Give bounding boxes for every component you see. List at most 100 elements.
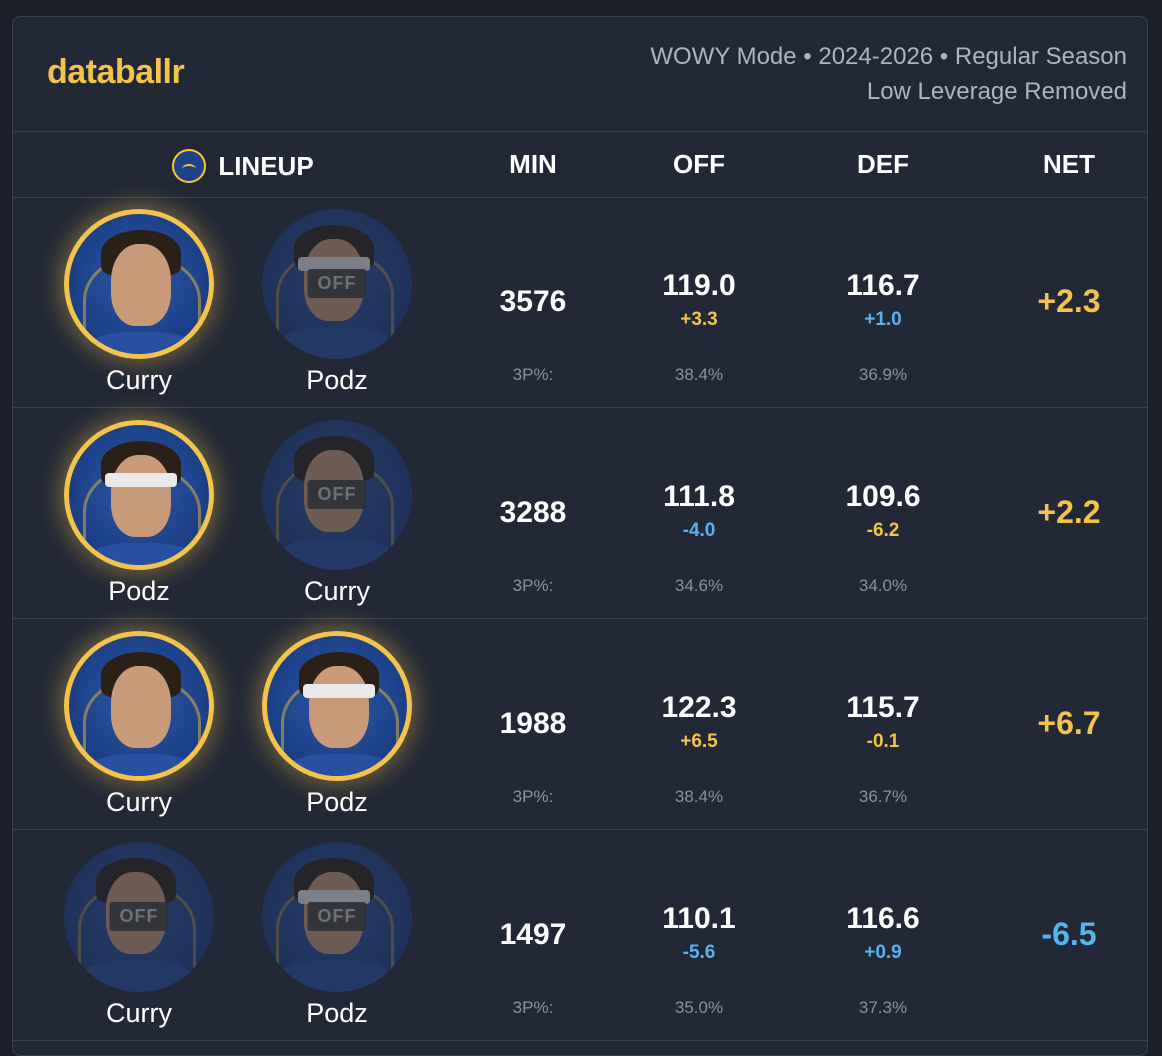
def-rating-delta: -0.1 bbox=[866, 731, 900, 752]
team-logo-background bbox=[276, 249, 394, 342]
def-rating-delta: -6.2 bbox=[866, 520, 900, 541]
face bbox=[304, 239, 364, 321]
off-rating-delta: -5.6 bbox=[682, 942, 716, 963]
three-pt-def-value: 34.0% bbox=[858, 576, 908, 595]
three-pt-label: 3P%: bbox=[512, 787, 554, 806]
lineup-header-label: LINEUP bbox=[218, 150, 314, 181]
player-name: Podz bbox=[108, 576, 170, 606]
face bbox=[304, 450, 364, 532]
player-name: Podz bbox=[306, 998, 368, 1028]
three-pt-label: 3P%: bbox=[512, 576, 554, 595]
team-logo-background bbox=[276, 882, 394, 975]
player-avatar[interactable] bbox=[64, 209, 214, 359]
jersey bbox=[87, 332, 197, 354]
off-rating-value: 110.1 bbox=[662, 902, 736, 935]
def-rating-value: 116.7 bbox=[846, 269, 920, 302]
jersey bbox=[280, 538, 390, 570]
databallr-logo[interactable]: databallr bbox=[47, 53, 185, 91]
three-pt-off-value: 38.4% bbox=[674, 787, 724, 806]
lineup-player-2[interactable]: OFF Podz bbox=[257, 209, 417, 397]
warriors-logo-icon bbox=[172, 149, 207, 183]
def-rating-value: 115.7 bbox=[846, 691, 920, 724]
lineup-row[interactable]: Curry Podz 1988 122.3 +6.5 115.7 -0.1 +6… bbox=[13, 619, 1147, 830]
face bbox=[304, 872, 364, 954]
lineup-player-2[interactable]: OFF Podz bbox=[257, 842, 417, 1030]
lineup-player-2[interactable]: Podz bbox=[257, 631, 417, 819]
three-pt-def-value: 36.7% bbox=[858, 787, 908, 806]
team-logo-background bbox=[78, 882, 196, 975]
jersey bbox=[280, 960, 390, 992]
lineup-row[interactable]: Podz OFF Curry 3288 111.8 -4.0 109.6 -6.… bbox=[13, 408, 1147, 619]
player-avatar[interactable]: OFF bbox=[262, 209, 412, 359]
def-rating-value: 109.6 bbox=[845, 480, 921, 513]
off-rating-delta: -4.0 bbox=[682, 520, 716, 541]
minutes-value: 3576 bbox=[499, 285, 567, 318]
face bbox=[111, 455, 171, 537]
jersey bbox=[87, 754, 197, 776]
headband bbox=[105, 473, 177, 487]
lineup-row[interactable]: Curry OFF Podz 3576 119.0 +3.3 116.7 +1.… bbox=[13, 197, 1147, 408]
player-name: Curry bbox=[304, 576, 370, 606]
lineup-row[interactable]: OFF Curry OFF Podz 1497 110.1 -5.6 116.6… bbox=[13, 830, 1147, 1041]
lineup-player-1[interactable]: Podz bbox=[59, 420, 219, 608]
jersey bbox=[82, 960, 192, 992]
off-rating-value: 122.3 bbox=[661, 691, 737, 724]
face bbox=[309, 666, 369, 748]
def-header: DEF bbox=[857, 149, 909, 179]
player-avatar[interactable]: OFF bbox=[64, 842, 214, 992]
filter-summary-line1: WOWY Mode • 2024-2026 • Regular Season bbox=[650, 43, 1127, 70]
net-rating-value: -6.5 bbox=[1041, 916, 1097, 952]
min-header: MIN bbox=[509, 149, 557, 179]
card-header: databallr WOWY Mode • 2024-2026 • Regula… bbox=[13, 17, 1147, 132]
three-pt-label: 3P%: bbox=[512, 998, 554, 1017]
player-avatar[interactable]: OFF bbox=[262, 842, 412, 992]
def-rating-delta: +1.0 bbox=[864, 309, 902, 330]
hair bbox=[294, 436, 374, 482]
lineup-player-1[interactable]: OFF Curry bbox=[59, 842, 219, 1030]
filter-summary: WOWY Mode • 2024-2026 • Regular Season L… bbox=[650, 39, 1127, 109]
lineup-player-2[interactable]: OFF Curry bbox=[257, 420, 417, 608]
face bbox=[111, 244, 171, 326]
jersey bbox=[280, 327, 390, 359]
def-rating-delta: +0.9 bbox=[864, 942, 902, 963]
hair bbox=[294, 858, 374, 904]
minutes-value: 1988 bbox=[499, 707, 567, 740]
player-name: Curry bbox=[106, 787, 172, 817]
player-avatar[interactable] bbox=[262, 631, 412, 781]
jersey bbox=[87, 543, 197, 565]
filter-summary-line2: Low Leverage Removed bbox=[866, 78, 1127, 105]
net-header: NET bbox=[1043, 149, 1095, 179]
three-pt-off-value: 34.6% bbox=[674, 576, 724, 595]
off-header: OFF bbox=[673, 149, 725, 179]
headband bbox=[298, 257, 370, 271]
three-pt-off-value: 38.4% bbox=[674, 365, 724, 384]
lineup-player-1[interactable]: Curry bbox=[59, 209, 219, 397]
lineup-player-1[interactable]: Curry bbox=[59, 631, 219, 819]
player-name: Podz bbox=[306, 787, 368, 817]
minutes-value: 3288 bbox=[499, 496, 567, 529]
headband bbox=[298, 890, 370, 904]
face bbox=[106, 872, 166, 954]
off-badge: OFF bbox=[307, 902, 367, 931]
off-rating-value: 119.0 bbox=[662, 269, 736, 302]
off-rating-value: 111.8 bbox=[663, 480, 735, 513]
lineup-header: LINEUP bbox=[163, 149, 323, 183]
minutes-value: 1497 bbox=[499, 918, 567, 951]
off-badge: OFF bbox=[307, 269, 367, 298]
player-name: Curry bbox=[106, 365, 172, 395]
hair bbox=[96, 858, 176, 904]
three-pt-off-value: 35.0% bbox=[674, 998, 724, 1017]
net-rating-value: +2.2 bbox=[1037, 494, 1101, 530]
three-pt-def-value: 36.9% bbox=[858, 365, 908, 384]
player-avatar[interactable] bbox=[64, 631, 214, 781]
hair bbox=[294, 225, 374, 271]
column-headers: LINEUP MIN OFF DEF NET bbox=[13, 131, 1147, 198]
player-avatar[interactable] bbox=[64, 420, 214, 570]
face bbox=[111, 666, 171, 748]
three-pt-label: 3P%: bbox=[512, 365, 554, 384]
off-rating-delta: +6.5 bbox=[680, 731, 718, 752]
player-avatar[interactable]: OFF bbox=[262, 420, 412, 570]
net-rating-value: +6.7 bbox=[1037, 705, 1101, 741]
team-logo-background bbox=[276, 460, 394, 553]
headband bbox=[303, 684, 375, 698]
